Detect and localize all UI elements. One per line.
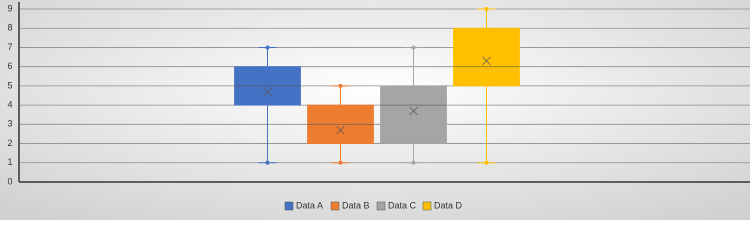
y-tick-label: 4 [7,99,12,109]
background [0,0,750,220]
legend-label: Data D [434,200,463,210]
page: {"chart_data": {"type": "box", "ylim": [… [0,0,750,220]
mean-marker [482,56,491,66]
point [265,160,270,165]
mean-marker [409,106,418,116]
point [484,7,489,11]
point [484,160,489,165]
plot: 0 1 2 3 4 5 6 7 8 9 Data A Data B Data C Data D [7,2,750,210]
box [380,85,447,145]
legend-label: Data B [342,200,370,210]
mean-marker [336,125,345,135]
point [338,83,343,88]
y-tick-label: 9 [7,3,12,13]
mean-marker [263,87,272,97]
y-tick-label: 1 [7,157,12,167]
legend-label: Data A [296,200,323,210]
point [411,160,416,165]
point [338,160,343,165]
legend-swatch [330,201,340,211]
y-tick-label: 6 [7,61,12,71]
mean-stroke [482,56,491,66]
y-tick-label: 0 [7,176,12,186]
y-tick-label: 2 [7,138,12,148]
y-tick-label: 5 [7,80,12,90]
y-tick-label: 3 [7,119,12,129]
point [265,45,270,50]
chart: 0 1 2 3 4 5 6 7 8 9 Data A Data B Data C Data D [0,0,750,220]
mean-stroke [263,87,272,97]
legend-label: Data C [388,200,417,210]
mean-stroke [336,125,345,135]
mean-stroke [409,106,418,116]
legend-swatch [422,201,432,211]
legend-swatch [284,201,294,211]
legend-swatch [376,201,386,211]
y-tick-label: 7 [7,42,12,52]
box [453,27,520,87]
y-tick-label: 8 [7,23,12,33]
point [411,45,416,50]
